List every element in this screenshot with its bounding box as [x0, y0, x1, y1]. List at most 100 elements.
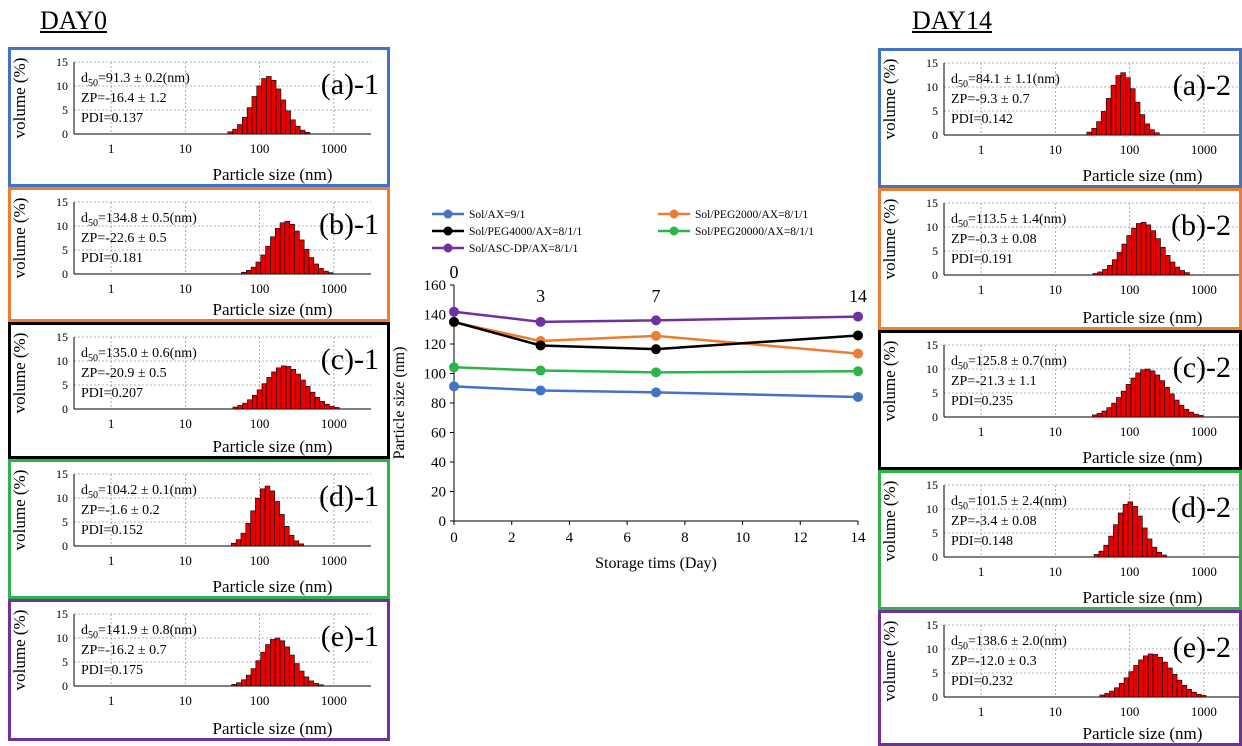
- histogram-bar: [1107, 265, 1113, 276]
- y-tick-label: 100: [424, 367, 447, 383]
- day0-title: DAY0: [40, 6, 107, 35]
- histogram-bar: [323, 270, 329, 275]
- histogram-bar: [246, 107, 253, 135]
- stat-line: ZP=-20.9 ± 0.5: [81, 366, 167, 381]
- histogram-bar: [227, 131, 233, 135]
- histogram-bar: [288, 534, 295, 547]
- subscript: 50: [958, 219, 968, 230]
- histogram-bar: [304, 131, 311, 135]
- histogram-bar: [1120, 72, 1126, 136]
- y-tick-label: 160: [424, 278, 447, 294]
- x-tick-label: 14: [851, 530, 867, 546]
- x-tick-label: 1000: [1191, 282, 1217, 297]
- subscript: 50: [958, 361, 968, 372]
- series-line: [453, 385, 859, 399]
- histogram-bar: [1125, 384, 1132, 418]
- stat-line: ZP=-16.2 ± 0.7: [81, 643, 167, 658]
- histogram-svg: volume (%) 0 5 10 15 1 10 100 1000 d50=125.8 ± 0.…: [881, 338, 1239, 467]
- x-tick-label: 1000: [1191, 142, 1217, 157]
- histogram-bar: [284, 526, 290, 547]
- histogram-bar: [324, 403, 330, 410]
- histogram-bar: [1164, 386, 1170, 418]
- legend-marker: [443, 209, 453, 219]
- y-tick-label: 140: [424, 308, 447, 324]
- histogram-bar: [235, 539, 242, 547]
- histogram-bar: [1165, 254, 1171, 276]
- histogram-bar: [289, 654, 295, 687]
- y-tick-label: 15: [56, 55, 68, 69]
- histogram-bar: [260, 254, 266, 275]
- y-tick-label: 10: [926, 80, 938, 94]
- histogram-bar: [270, 639, 276, 687]
- histogram-bar: [1136, 223, 1142, 276]
- histogram-bar: [314, 396, 321, 410]
- histogram-bar: [1151, 546, 1158, 558]
- histogram-bar: [1140, 221, 1147, 276]
- histogram-bar: [1122, 504, 1129, 558]
- histogram-bar: [232, 406, 239, 410]
- data-point: [853, 330, 863, 341]
- y-tick-label: 60: [431, 426, 446, 442]
- x-tick-label: 100: [250, 141, 270, 156]
- histogram-bar: [280, 365, 287, 410]
- data-point: [853, 348, 863, 359]
- histogram-bar: [245, 674, 252, 687]
- histogram-bar: [1091, 128, 1097, 136]
- x-tick-label: 100: [250, 553, 270, 568]
- data-point: [535, 385, 546, 396]
- x-tick-label: 100: [1120, 564, 1140, 579]
- panel-label: (b)-1: [319, 208, 379, 241]
- x-axis-label: Particle size (nm): [1083, 588, 1203, 607]
- histogram-bar: [334, 407, 340, 410]
- histogram-bar: [1096, 413, 1103, 418]
- histogram-bar: [313, 683, 319, 687]
- day-annotation: 3: [536, 286, 545, 306]
- y-tick-label: 5: [62, 103, 68, 117]
- histogram-panel-a-1: volume (%) 0 5 10 15 1 10 100 1000 d50=91.3 ± 0.2…: [8, 47, 390, 187]
- histogram-bar: [1116, 252, 1123, 276]
- histogram-bar: [275, 88, 282, 135]
- histogram-bar: [1104, 693, 1110, 698]
- panel-label: (d)-2: [1171, 491, 1231, 524]
- subscript: 50: [88, 218, 98, 229]
- y-tick-label: 15: [56, 607, 68, 621]
- y-tick-label: 5: [932, 104, 938, 118]
- histogram-bar: [265, 644, 271, 687]
- histogram-bar: [269, 490, 276, 547]
- stat-line: d50=134.8 ± 0.5(nm): [81, 211, 197, 229]
- histogram-panel-d-2: volume (%) 0 5 10 15 1 10 100 1000 d50=101.5 ± 2.…: [878, 470, 1242, 610]
- histogram-panel-d-1: volume (%) 0 5 10 15 1 10 100 1000 d50=104.2 ± 0.…: [8, 459, 390, 599]
- histogram-bar: [1111, 402, 1117, 418]
- x-axis-label: Particle size (nm): [213, 719, 333, 738]
- y-axis-label: volume (%): [881, 621, 899, 702]
- histogram-bar: [256, 85, 262, 135]
- y-tick-label: 10: [926, 220, 938, 234]
- histogram-bar: [1162, 661, 1168, 698]
- histogram-bar: [1127, 501, 1134, 558]
- histogram-bar: [1154, 132, 1160, 136]
- histogram-svg: volume (%) 0 5 10 15 1 10 100 1000 d50=141.9 ± 0.…: [11, 607, 379, 738]
- histogram-bar: [1139, 114, 1146, 136]
- y-tick-label: 0: [62, 127, 68, 141]
- histogram-bar: [289, 223, 295, 275]
- histogram-bar: [261, 78, 267, 135]
- legend-marker: [443, 243, 453, 253]
- histogram-bar: [298, 543, 304, 547]
- stat-line: ZP=-16.4 ± 1.2: [81, 91, 167, 106]
- histogram-bar: [290, 119, 296, 135]
- panel-label: (c)-1: [321, 343, 379, 376]
- y-axis-label: volume (%): [11, 333, 29, 414]
- histogram-bar: [1114, 687, 1120, 698]
- histogram-bar: [1110, 84, 1117, 136]
- histogram-bar: [298, 670, 305, 687]
- histogram-bar: [1152, 654, 1159, 698]
- histogram-panel-c-2: volume (%) 0 5 10 15 1 10 100 1000 d50=125.8 ± 0.…: [878, 330, 1242, 470]
- histogram-bar: [266, 76, 272, 135]
- histogram-bar: [1193, 413, 1199, 418]
- histogram-bar: [285, 110, 291, 135]
- stat-value: =84.1 ± 1.1(nm): [968, 72, 1060, 87]
- histogram-bar: [293, 540, 300, 547]
- histogram-panel-b-1: volume (%) 0 5 10 15 1 10 100 1000 d50=134.8 ± 0.…: [8, 187, 390, 322]
- series-line: [453, 366, 859, 374]
- histogram-bar: [1140, 369, 1146, 418]
